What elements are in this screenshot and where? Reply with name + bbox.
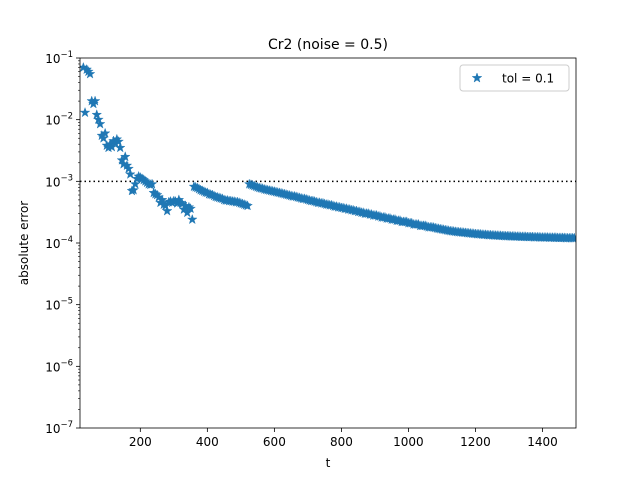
legend-box <box>459 64 570 92</box>
chart-title: Cr2 (noise = 0.5) <box>268 37 388 53</box>
y-tick-label: 10−6 <box>45 358 73 374</box>
x-tick-label: 1000 <box>393 435 424 449</box>
legend: tol = 0.1 <box>459 64 570 92</box>
y-tick-label: 10−1 <box>45 50 73 66</box>
x-tick-label: 400 <box>196 435 219 449</box>
x-axis: 200 400 600 800 1000 1200 1400 <box>129 428 558 449</box>
y-axis-label: absolute error <box>17 201 31 286</box>
y-tick-label: 10−2 <box>45 112 73 128</box>
y-tick-label: 10−7 <box>45 420 73 436</box>
x-axis-label: t <box>326 456 331 470</box>
y-tick-label: 10−4 <box>45 235 73 251</box>
y-tick-label: 10−5 <box>45 297 73 313</box>
x-tick-label: 800 <box>330 435 353 449</box>
x-tick-label: 200 <box>129 435 152 449</box>
data-point <box>91 109 103 120</box>
x-tick-label: 1200 <box>460 435 491 449</box>
y-axis: 10−7 10−6 10−5 10−4 10−3 10−2 10−1 <box>45 50 80 436</box>
x-tick-label: 1400 <box>527 435 558 449</box>
legend-label: tol = 0.1 <box>502 72 554 86</box>
plot-frame <box>79 57 577 429</box>
y-tick-label: 10−3 <box>45 173 73 189</box>
x-tick-label: 600 <box>263 435 286 449</box>
data-point <box>80 107 91 118</box>
